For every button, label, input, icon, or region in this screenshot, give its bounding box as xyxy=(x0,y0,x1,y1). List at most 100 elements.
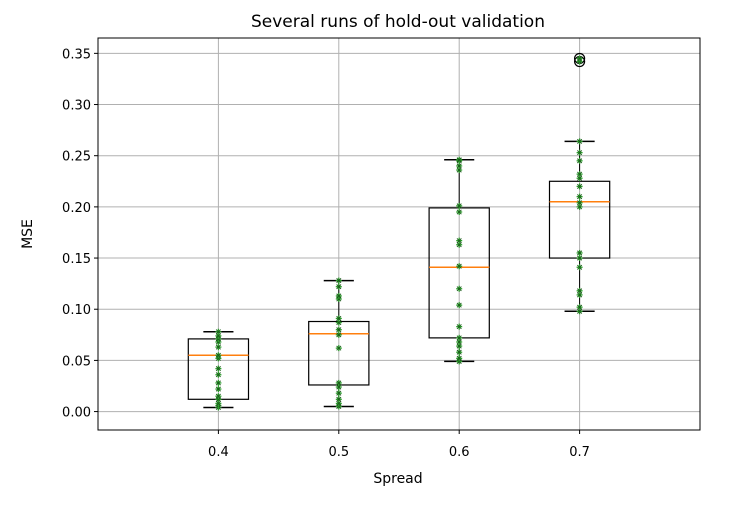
data-point-stroke xyxy=(577,183,583,189)
data-point-stroke xyxy=(336,319,342,326)
data-point xyxy=(215,344,222,351)
x-tick-label: 0.5 xyxy=(328,445,349,460)
data-point-stroke xyxy=(456,324,462,330)
data-point-stroke xyxy=(336,396,342,402)
data-point-stroke xyxy=(456,167,462,173)
data-point xyxy=(335,379,342,386)
data-point-stroke xyxy=(577,304,583,310)
data-point xyxy=(576,171,583,178)
data-point xyxy=(576,308,583,315)
data-point-stroke xyxy=(336,315,342,321)
data-point-stroke xyxy=(336,278,342,284)
data-point-stroke xyxy=(215,366,221,372)
grid xyxy=(98,38,700,430)
data-point xyxy=(576,183,583,190)
data-point-stroke xyxy=(215,386,221,392)
data-point xyxy=(215,332,222,339)
x-tick-label: 0.6 xyxy=(449,445,470,460)
data-point-stroke xyxy=(577,308,583,314)
data-point xyxy=(215,352,222,359)
data-point-stroke xyxy=(336,327,342,333)
data-point-stroke xyxy=(456,238,462,244)
data-point-stroke xyxy=(577,264,583,270)
data-point xyxy=(335,292,342,299)
x-tick-label: 0.7 xyxy=(569,445,590,460)
data-point-stroke xyxy=(456,209,462,215)
y-tick-label: 0.05 xyxy=(62,354,91,369)
data-point-stroke xyxy=(577,150,583,156)
data-point-stroke xyxy=(336,380,342,386)
data-points xyxy=(215,55,583,411)
y-tick-label: 0.15 xyxy=(62,252,91,267)
data-point-stroke xyxy=(336,400,342,406)
y-tick-label: 0.25 xyxy=(62,150,91,165)
y-tick-label: 0.35 xyxy=(62,47,91,62)
data-point xyxy=(456,156,463,163)
data-point xyxy=(335,390,342,397)
data-point xyxy=(456,263,463,270)
y-tick-label: 0.00 xyxy=(62,406,91,421)
data-point-stroke xyxy=(336,284,342,290)
data-point xyxy=(456,355,463,362)
data-point xyxy=(215,371,222,378)
data-point xyxy=(576,304,583,311)
chart-title: Several runs of hold-out validation xyxy=(251,12,545,32)
ticks: 0.00 0.05 0.10 0.15 0.20 0.25 0.30 0.35 0.4 0.5 0.… xyxy=(62,47,590,460)
data-point xyxy=(576,199,583,206)
data-point xyxy=(215,328,222,335)
data-point-stroke xyxy=(215,380,221,386)
data-point xyxy=(335,345,342,352)
data-point-stroke xyxy=(456,335,462,341)
data-point-stroke xyxy=(456,286,462,292)
data-point xyxy=(456,349,463,356)
y-axis-label: MSE xyxy=(20,219,36,249)
data-point-stroke xyxy=(215,372,221,378)
data-point-stroke xyxy=(577,200,583,206)
data-point-stroke xyxy=(336,384,342,390)
data-point xyxy=(456,162,463,169)
data-point xyxy=(456,202,463,209)
plot-frame xyxy=(97,37,701,431)
boxes xyxy=(187,52,611,409)
data-point xyxy=(456,302,463,309)
data-point xyxy=(456,167,463,174)
data-point xyxy=(335,315,342,322)
data-point-stroke xyxy=(577,55,583,62)
data-point xyxy=(576,193,583,200)
data-point-stroke xyxy=(577,255,583,261)
data-point xyxy=(456,237,463,244)
data-point xyxy=(576,249,583,256)
data-point-stroke xyxy=(336,345,342,351)
data-point-stroke xyxy=(215,329,221,335)
data-point xyxy=(456,285,463,292)
data-point-stroke xyxy=(456,339,462,345)
data-point-stroke xyxy=(336,332,342,338)
data-point-stroke xyxy=(456,163,462,169)
data-point xyxy=(335,283,342,290)
data-point-stroke xyxy=(577,158,583,164)
data-point-stroke xyxy=(456,157,462,163)
data-point-stroke xyxy=(577,175,583,181)
data-point-stroke xyxy=(215,333,221,339)
data-point-stroke xyxy=(577,288,583,294)
data-point-stroke xyxy=(456,349,462,355)
data-point xyxy=(215,386,222,393)
data-point-stroke xyxy=(577,171,583,177)
data-point xyxy=(576,255,583,262)
y-tick-label: 0.30 xyxy=(62,99,91,114)
data-point xyxy=(456,323,463,330)
data-point xyxy=(576,138,583,145)
y-tick-label: 0.10 xyxy=(62,303,91,318)
data-point xyxy=(576,264,583,271)
data-point-stroke xyxy=(577,204,583,210)
data-point-stroke xyxy=(577,292,583,298)
data-point xyxy=(576,287,583,294)
data-point-stroke xyxy=(456,263,462,269)
data-point xyxy=(456,208,463,215)
data-point xyxy=(335,326,342,333)
x-tick-label: 0.4 xyxy=(208,445,229,460)
data-point xyxy=(335,396,342,403)
data-point xyxy=(215,365,222,372)
data-point-stroke xyxy=(456,343,462,349)
